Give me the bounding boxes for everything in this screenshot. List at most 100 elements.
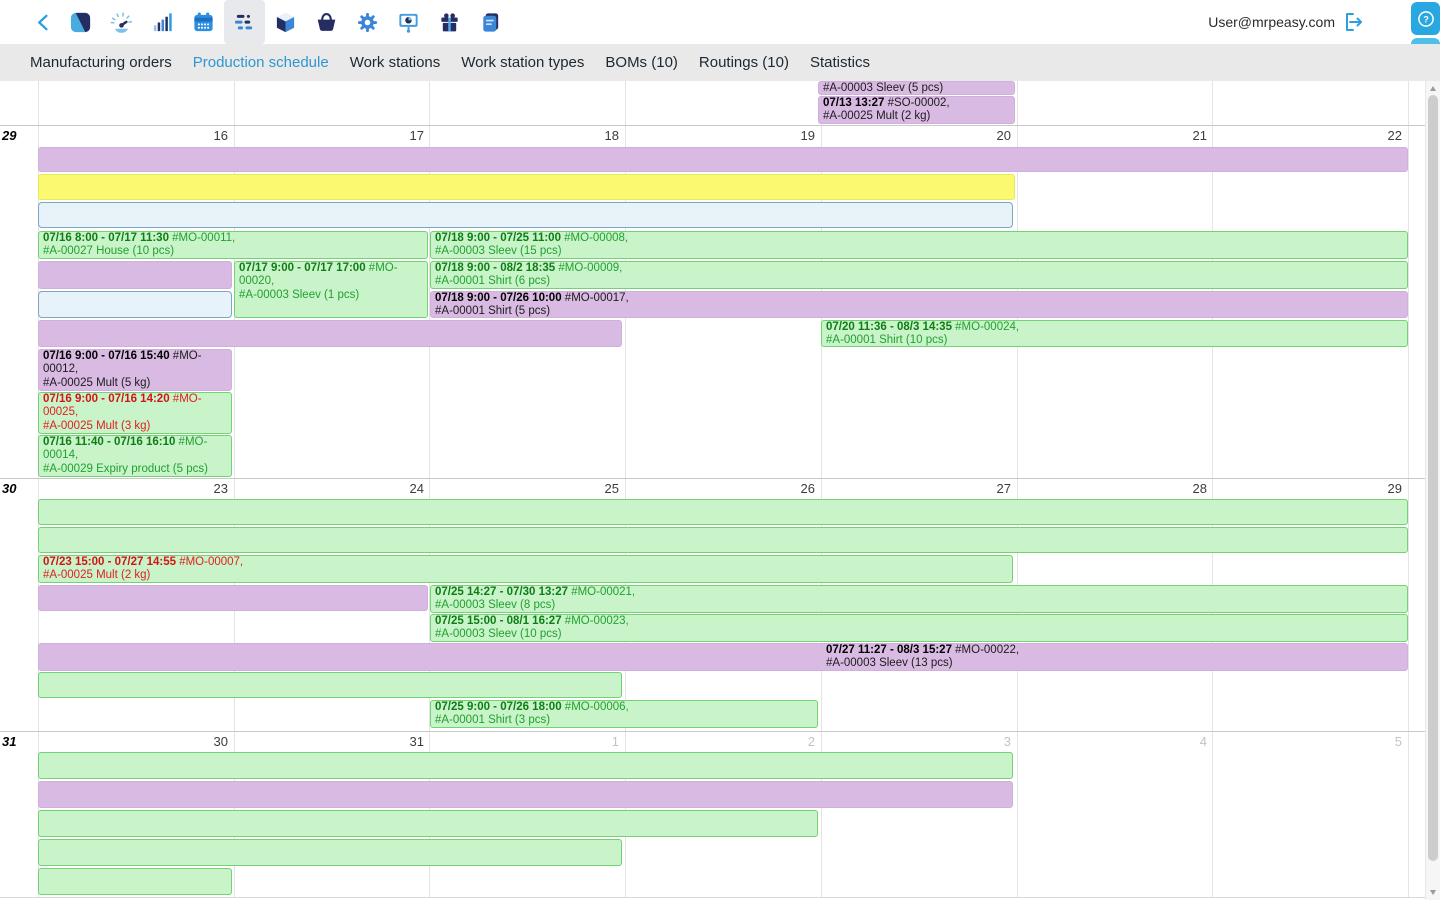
stock-cube-button[interactable] xyxy=(265,0,306,44)
schedule-bar[interactable] xyxy=(38,585,428,611)
week-number: 31 xyxy=(2,734,17,749)
day-header: 26 xyxy=(800,481,815,496)
week-header: 31 30 31 1 2 3 4 5 xyxy=(0,731,1425,751)
schedule-bar[interactable]: 07/16 9:00 - 07/16 14:20 #MO-00025, #A-00… xyxy=(38,392,232,434)
schedule-bar[interactable]: 07/23 15:00 - 07/27 14:55 #MO-00007, #A-0… xyxy=(38,555,1013,583)
schedule-bar[interactable] xyxy=(38,499,1408,525)
calendar-button[interactable] xyxy=(183,0,224,44)
scroll-up-arrow[interactable] xyxy=(1430,86,1436,91)
schedule-bar[interactable] xyxy=(38,320,622,347)
schedule-bar[interactable]: 07/17 9:00 - 07/17 17:00 #MO-00020, #A-00… xyxy=(234,261,428,318)
bar-order-ref: #MO-00009, xyxy=(555,262,623,274)
day-header: 24 xyxy=(409,481,424,496)
week-header: 30 23 24 25 26 27 28 29 xyxy=(0,478,1425,498)
schedule-bar[interactable] xyxy=(38,147,1408,172)
week-number: 29 xyxy=(2,128,17,143)
settings-gear-icon xyxy=(356,11,379,34)
bar-item-ref: #A-00003 Sleev (5 pcs) xyxy=(823,82,944,94)
bar-order-ref: #MO-00006, xyxy=(561,701,629,713)
day-header: 1 xyxy=(611,734,619,749)
addons-gift-icon xyxy=(438,11,461,34)
bar-item-ref: #A-00029 Expiry product (5 pcs) xyxy=(43,462,208,475)
day-header: 23 xyxy=(213,481,228,496)
scroll-down-arrow[interactable] xyxy=(1430,890,1436,895)
schedule-bar[interactable]: 07/25 15:00 - 08/1 16:27 #MO-00023, #A-00… xyxy=(430,614,1408,642)
schedule-bar[interactable]: 07/13 13:27 #SO-00002, #A-00025 Mult (2 k… xyxy=(818,96,1015,124)
schedule-bar[interactable]: 07/20 11:36 - 08/3 14:35 #MO-00024, #A-00… xyxy=(821,320,1408,347)
schedule-bar[interactable]: 07/16 9:00 - 07/16 15:40 #MO-00012, #A-00… xyxy=(38,349,232,391)
back-icon xyxy=(33,11,56,34)
schedule-bar[interactable] xyxy=(38,672,622,698)
schedule-bar[interactable]: 07/16 11:40 - 07/16 16:10 #MO-00014, #A-0… xyxy=(38,435,232,477)
documents-button[interactable] xyxy=(470,0,511,44)
schedule-bar[interactable]: 07/27 11:27 - 08/3 15:27 #MO-00022, #A-00… xyxy=(38,643,1408,671)
procurement-basket-button[interactable] xyxy=(306,0,347,44)
bar-order-ref: #MO-00017, xyxy=(561,292,629,304)
bar-item-ref: #A-00025 Mult (2 kg) xyxy=(823,110,931,123)
tab-statistics[interactable]: Statistics xyxy=(809,54,870,71)
bar-item-ref: #A-00003 Sleev (10 pcs) xyxy=(435,628,562,641)
schedule-bar[interactable]: 07/18 9:00 - 07/26 10:00 #MO-00017, #A-00… xyxy=(430,291,1408,318)
bar-order-ref: #MO-00023, xyxy=(561,615,629,627)
schedule-bar[interactable]: 07/25 14:27 - 07/30 13:27 #MO-00021, #A-0… xyxy=(430,585,1408,613)
schedule-bar[interactable]: 07/18 9:00 - 08/2 18:35 #MO-00009, #A-000… xyxy=(430,261,1408,289)
bar-time-range: 07/18 9:00 - 07/25 11:00 xyxy=(435,232,561,244)
bar-item-ref: #A-00003 Sleev (15 pcs) xyxy=(435,245,562,258)
tab-production-schedule[interactable]: Production schedule xyxy=(192,54,329,71)
procurement-basket-icon xyxy=(315,11,338,34)
logout-icon[interactable] xyxy=(1342,10,1366,34)
demo-presentation-button[interactable] xyxy=(388,0,429,44)
addons-gift-button[interactable] xyxy=(429,0,470,44)
schedule-bar[interactable] xyxy=(38,174,1015,200)
bar-item-ref: #A-00001 Shirt (3 pcs) xyxy=(435,714,551,727)
day-header: 5 xyxy=(1394,734,1402,749)
app-logo-icon xyxy=(69,11,92,34)
bar-time-range: 07/18 9:00 - 07/26 10:00 xyxy=(435,292,562,304)
help-button[interactable]: ? xyxy=(1411,2,1440,35)
tab-boms-10-[interactable]: BOMs (10) xyxy=(605,54,678,71)
schedule-bar[interactable] xyxy=(38,202,1013,228)
day-header: 3 xyxy=(1003,734,1011,749)
app-logo-button[interactable] xyxy=(60,0,101,44)
stock-cube-icon xyxy=(274,11,297,34)
tab-manufacturing-orders[interactable]: Manufacturing orders xyxy=(30,54,172,71)
bar-item-ref: #A-00025 Mult (3 kg) xyxy=(43,419,151,432)
dashboard-gauge-button[interactable] xyxy=(101,0,142,44)
schedule-bar[interactable]: 07/25 9:00 - 07/26 18:00 #MO-00006, #A-00… xyxy=(430,700,818,728)
schedule-bar[interactable] xyxy=(38,839,622,866)
bar-order-ref: #MO-00022, xyxy=(951,644,1020,656)
schedule-bar[interactable]: 07/18 9:00 - 07/25 11:00 #MO-00008, #A-00… xyxy=(430,231,1408,259)
day-header: 27 xyxy=(996,481,1011,496)
calendar-bottom-line xyxy=(0,897,1425,898)
schedule-bar[interactable]: 07/16 8:00 - 07/17 11:30 #MO-00011, #A-00… xyxy=(38,231,428,259)
analytics-bars-button[interactable] xyxy=(142,0,183,44)
bar-time-range: 07/18 9:00 - 08/2 18:35 xyxy=(435,262,556,274)
bar-order-ref: #MO-00021, xyxy=(568,586,636,598)
day-grid-line xyxy=(38,81,39,898)
schedule-bar[interactable] xyxy=(38,291,232,318)
day-header: 31 xyxy=(409,734,424,749)
bar-time-range: 07/16 8:00 - 07/17 11:30 xyxy=(43,232,169,244)
schedule-bar[interactable] xyxy=(38,868,232,895)
schedule-bar[interactable] xyxy=(38,781,1013,808)
schedule-bar[interactable] xyxy=(38,527,1408,553)
schedule-bar[interactable] xyxy=(38,810,818,837)
tab-routings-10-[interactable]: Routings (10) xyxy=(698,54,789,71)
tab-work-station-types[interactable]: Work station types xyxy=(461,54,585,71)
settings-gear-button[interactable] xyxy=(347,0,388,44)
schedule-bar[interactable] xyxy=(38,752,1013,779)
bar-order-ref: #MO-00014, xyxy=(43,436,208,462)
tab-work-stations[interactable]: Work stations xyxy=(349,54,441,71)
production-schedule-calendar: #A-00003 Sleev (5 pcs) 07/13 13:27 #SO-00… xyxy=(0,81,1425,900)
production-schedule-gantt-button[interactable] xyxy=(224,0,265,44)
back-button[interactable] xyxy=(28,0,60,44)
vertical-scrollbar[interactable] xyxy=(1425,81,1440,900)
day-header: 21 xyxy=(1192,128,1207,143)
schedule-bar[interactable] xyxy=(38,261,232,289)
schedule-bar[interactable]: #A-00003 Sleev (5 pcs) xyxy=(818,81,1015,95)
scrollbar-thumb[interactable] xyxy=(1428,95,1438,861)
bar-item-ref: #A-00025 Mult (5 kg) xyxy=(43,376,151,389)
day-header: 4 xyxy=(1199,734,1207,749)
day-header: 16 xyxy=(213,128,228,143)
module-tabs: Manufacturing orders Production schedule W… xyxy=(0,44,1440,81)
